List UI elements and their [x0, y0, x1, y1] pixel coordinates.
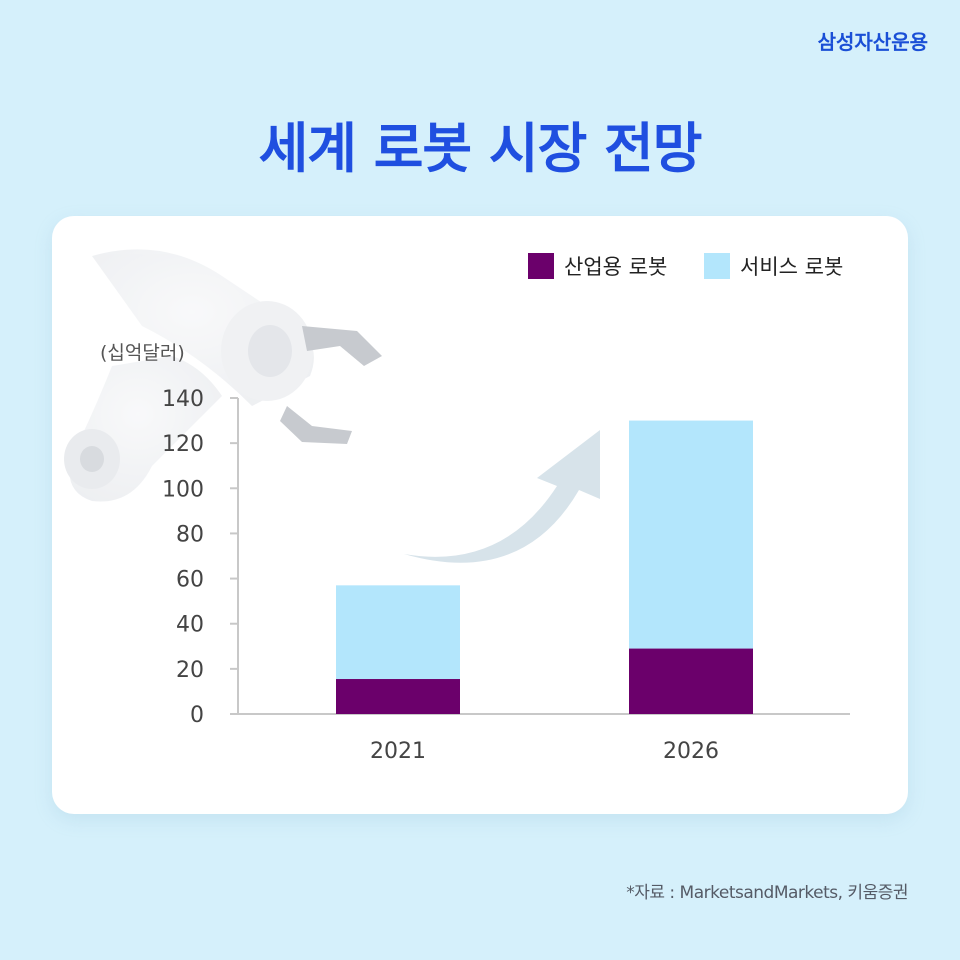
- bar-2021-industrial: [336, 679, 460, 714]
- y-tick-label: 140: [162, 387, 204, 412]
- bar-2021-service: [336, 585, 460, 680]
- y-tick-label: 0: [190, 703, 204, 728]
- growth-arrow: [404, 430, 600, 563]
- source-note: *자료 : MarketsandMarkets, 키움증권: [626, 883, 908, 903]
- robot-arm-image: [64, 249, 382, 502]
- brand-logo-text: 삼성자산운용: [817, 30, 928, 54]
- robot-gripper-bottom: [280, 406, 352, 444]
- y-axis-ticks: 0 20 40 60 80 100 120 140: [162, 387, 238, 728]
- bar-2026-industrial: [629, 648, 753, 714]
- legend-swatch-industrial: [528, 253, 554, 279]
- y-tick-label: 20: [176, 658, 204, 683]
- chart-axes: [237, 398, 850, 715]
- robot-joint-base-inner: [80, 446, 104, 472]
- chart-svg: 산업용 로봇 서비스 로봇 (십억달러) 020406080100120140 …: [64, 249, 850, 764]
- x-tick-label: 2021: [370, 739, 426, 764]
- legend-swatch-service: [704, 253, 730, 279]
- y-tick-label: 60: [176, 568, 204, 593]
- x-tick-label: 2026: [663, 739, 719, 764]
- legend-label-industrial: 산업용 로봇: [564, 255, 667, 279]
- robot-joint-elbow-inner: [248, 325, 292, 377]
- y-axis-label: (십억달러): [100, 342, 185, 364]
- y-tick-label: 120: [162, 432, 204, 457]
- y-tick-label: 40: [176, 613, 204, 638]
- bar-2026-service: [629, 420, 753, 649]
- legend: 산업용 로봇 서비스 로봇: [528, 253, 843, 279]
- y-tick-label: 80: [176, 522, 204, 547]
- bars: [336, 420, 753, 714]
- robot-gripper-top: [302, 326, 382, 366]
- page-title: 세계 로봇 시장 전망: [258, 117, 703, 180]
- chart-card: 산업용 로봇 서비스 로봇 (십억달러) 0 20 40 60 80 100 120 140 …: [52, 216, 908, 814]
- y-tick-label: 100: [162, 477, 204, 502]
- legend-label-service: 서비스 로봇: [740, 255, 843, 279]
- x-axis-labels: 2021 2026: [370, 739, 719, 764]
